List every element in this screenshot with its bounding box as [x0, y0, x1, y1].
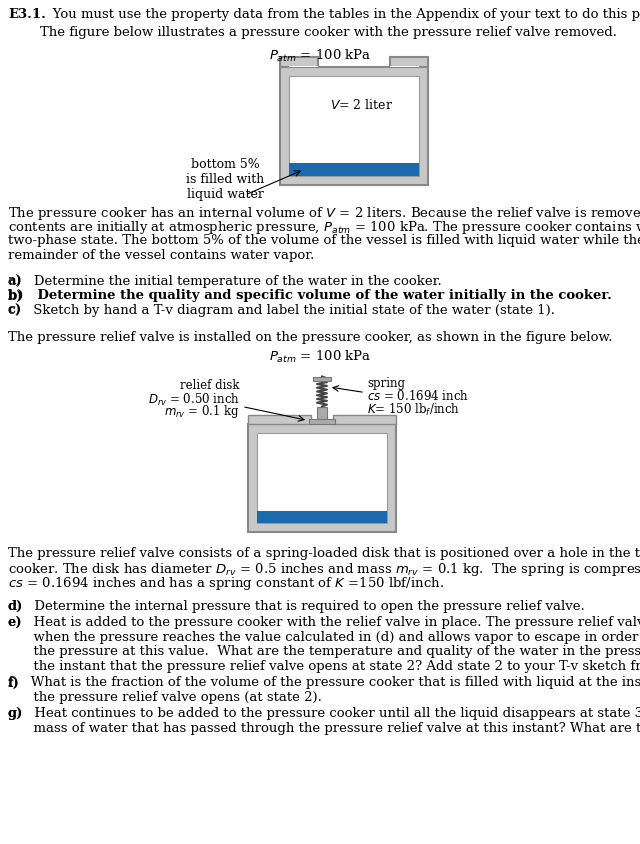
Text: b)   Determine the quality and specific volume of the water initially in the coo: b) Determine the quality and specific vo… — [8, 289, 612, 302]
Text: a): a) — [8, 274, 23, 288]
Text: You must use the property data from the tables in the Appendix of your text to d: You must use the property data from the … — [40, 8, 640, 39]
Bar — [280, 58, 318, 68]
Bar — [257, 433, 387, 523]
Text: d): d) — [8, 599, 24, 612]
Text: E3.1.: E3.1. — [8, 8, 46, 21]
Bar — [333, 415, 396, 424]
Text: the pressure relief valve opens (at state 2).: the pressure relief valve opens (at stat… — [8, 690, 322, 703]
Text: e): e) — [8, 616, 22, 629]
Text: c)   Sketch by hand a T-v diagram and label the initial state of the water (stat: c) Sketch by hand a T-v diagram and labe… — [8, 304, 555, 316]
Text: g)   Heat continues to be added to the pressure cooker until all the liquid disa: g) Heat continues to be added to the pre… — [8, 706, 640, 720]
Text: $K$= 150 lb$_f$/inch: $K$= 150 lb$_f$/inch — [367, 401, 460, 417]
Text: $D_{rv}$ = 0.50 inch: $D_{rv}$ = 0.50 inch — [148, 391, 240, 407]
Bar — [289, 67, 318, 68]
Bar — [390, 67, 419, 68]
Text: $P_{atm}$ = 100 kPa: $P_{atm}$ = 100 kPa — [269, 349, 371, 365]
Text: The pressure relief valve consists of a spring-loaded disk that is positioned ov: The pressure relief valve consists of a … — [8, 546, 640, 559]
Text: $P_{atm}$ = 100 kPa: $P_{atm}$ = 100 kPa — [269, 48, 371, 64]
Text: $m_{rv}$ = 0.1 kg: $m_{rv}$ = 0.1 kg — [164, 403, 240, 420]
Text: remainder of the vessel contains water vapor.: remainder of the vessel contains water v… — [8, 248, 314, 261]
Text: b): b) — [8, 289, 24, 302]
Text: $cs$ = 0.1694 inch: $cs$ = 0.1694 inch — [367, 389, 469, 403]
Bar — [280, 68, 428, 186]
Text: spring: spring — [367, 377, 405, 390]
Bar — [248, 424, 396, 532]
Text: f)   What is the fraction of the volume of the pressure cooker that is filled wi: f) What is the fraction of the volume of… — [8, 676, 640, 689]
Text: $V$= 2 liter: $V$= 2 liter — [330, 98, 394, 112]
Text: the pressure at this value.  What are the temperature and quality of the water i: the pressure at this value. What are the… — [8, 645, 640, 657]
Bar — [390, 58, 428, 68]
Bar — [248, 415, 311, 424]
Text: relief disk: relief disk — [180, 379, 240, 392]
Bar — [309, 419, 335, 424]
Text: $cs$ = 0.1694 inches and has a spring constant of $K$ =150 lbf/inch.: $cs$ = 0.1694 inches and has a spring co… — [8, 575, 444, 592]
Text: g): g) — [8, 706, 24, 720]
Text: bottom 5%
is filled with
liquid water: bottom 5% is filled with liquid water — [186, 158, 264, 201]
Text: the instant that the pressure relief valve opens at state 2? Add state 2 to your: the instant that the pressure relief val… — [8, 659, 640, 672]
Text: c): c) — [8, 304, 22, 316]
Text: The pressure cooker has an internal volume of $V$ = 2 liters. Because the relief: The pressure cooker has an internal volu… — [8, 205, 640, 222]
Text: when the pressure reaches the value calculated in (d) and allows vapor to escape: when the pressure reaches the value calc… — [8, 630, 640, 643]
Bar — [317, 407, 327, 419]
Text: cooker. The disk has diameter $D_{rv}$ = 0.5 inches and mass $m_{rv}$ = 0.1 kg. : cooker. The disk has diameter $D_{rv}$ =… — [8, 560, 640, 577]
Text: The pressure relief valve is installed on the pressure cooker, as shown in the f: The pressure relief valve is installed o… — [8, 330, 612, 344]
Text: two-phase state. The bottom 5% of the volume of the vessel is filled with liquid: two-phase state. The bottom 5% of the vo… — [8, 234, 640, 246]
Bar — [289, 77, 419, 176]
Text: d)   Determine the internal pressure that is required to open the pressure relie: d) Determine the internal pressure that … — [8, 599, 585, 612]
Text: f): f) — [8, 676, 20, 689]
Text: contents are initially at atmospheric pressure, $P_{atm}$ = 100 kPa. The pressur: contents are initially at atmospheric pr… — [8, 219, 640, 236]
Text: e)   Heat is added to the pressure cooker with the relief valve in place. The pr: e) Heat is added to the pressure cooker … — [8, 616, 640, 629]
Text: mass of water that has passed through the pressure relief valve at this instant?: mass of water that has passed through th… — [8, 721, 640, 734]
Bar — [313, 377, 331, 381]
Text: a)   Determine the initial temperature of the water in the cooker.: a) Determine the initial temperature of … — [8, 274, 442, 288]
Bar — [289, 164, 419, 176]
Bar — [257, 511, 387, 523]
